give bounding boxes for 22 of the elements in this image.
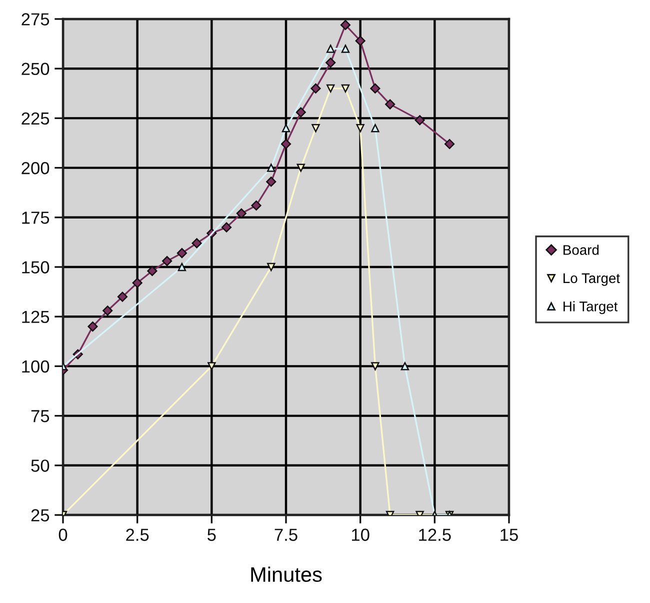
x-tick-label: 2.5 xyxy=(126,528,149,541)
y-tick-label: 200 xyxy=(22,162,50,174)
x-tick-label: 7.5 xyxy=(274,528,298,541)
x-tick-label: 12.5 xyxy=(419,528,451,541)
x-tick-label: 10 xyxy=(352,528,370,541)
y-tick-label: 275 xyxy=(22,13,50,26)
legend-label: Hi Target xyxy=(564,301,618,314)
y-tick-label: 75 xyxy=(31,410,50,422)
legend-label: Lo Target xyxy=(564,273,620,286)
legend-label: Board xyxy=(564,244,599,255)
x-axis-title: Minutes xyxy=(251,566,322,582)
y-tick-label: 150 xyxy=(22,261,50,274)
y-tick-label: 100 xyxy=(22,360,50,373)
x-tick-label: 0 xyxy=(58,528,68,541)
y-tick-label: 175 xyxy=(22,212,50,224)
y-tick-label: 225 xyxy=(22,112,50,125)
y-tick-label: 125 xyxy=(22,310,50,324)
y-tick-label: 50 xyxy=(31,460,50,472)
x-tick-label: 15 xyxy=(500,528,518,541)
y-tick-label: 250 xyxy=(22,62,50,76)
y-tick-label: 25 xyxy=(31,509,50,522)
x-tick-label: 5 xyxy=(208,528,216,541)
